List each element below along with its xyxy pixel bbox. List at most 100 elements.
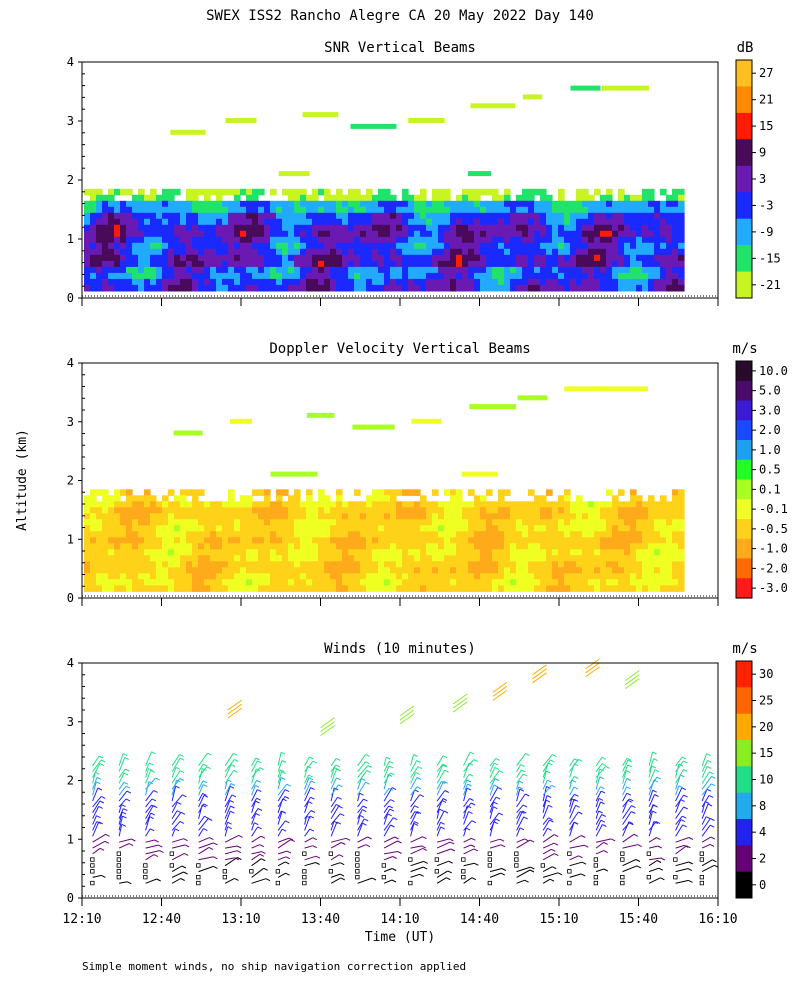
field-cell: [618, 585, 625, 592]
field-cell: [420, 248, 427, 256]
field-cell: [96, 513, 103, 520]
field-cell: [258, 272, 265, 280]
wind-barb-flag: [149, 762, 154, 766]
field-cell: [96, 579, 103, 586]
field-cell: [540, 549, 547, 556]
wind-barb-flag: [263, 867, 268, 871]
field-cell: [636, 266, 643, 274]
wind-barb: [251, 767, 261, 778]
field-cell: [678, 254, 685, 262]
calm-marker: [222, 875, 228, 880]
field-cell: [618, 489, 625, 496]
field-cell: [240, 278, 247, 286]
field-cell: [624, 561, 631, 568]
wind-barb-flag: [600, 790, 606, 794]
field-cell: [546, 549, 553, 556]
wind-barb: [171, 757, 181, 772]
colorbar-label: 3: [759, 172, 766, 186]
field-cell: [558, 230, 565, 238]
field-cell: [138, 236, 145, 244]
wind-barb: [516, 839, 531, 849]
field-cell: [162, 513, 169, 520]
field-cell: [126, 549, 133, 556]
field-cell: [456, 254, 463, 262]
field-cell: [510, 218, 517, 226]
field-cell: [162, 200, 169, 208]
field-cell: [558, 200, 565, 208]
field-cell: [174, 224, 181, 232]
field-cell: [324, 260, 331, 268]
field-cell: [468, 579, 475, 586]
field-cell: [438, 573, 445, 580]
field-cell: [228, 561, 235, 568]
field-cell: [606, 194, 613, 202]
field-cell: [564, 579, 571, 586]
field-cell: [144, 266, 151, 274]
wind-barb-flag: [236, 845, 242, 849]
field-cell: [420, 236, 427, 244]
wind-barb-flag: [651, 765, 656, 769]
wind-barb: [585, 666, 600, 678]
field-cell: [342, 573, 349, 580]
field-cell: [552, 555, 559, 562]
wind-barb-flag: [338, 854, 344, 858]
wind-barb: [569, 776, 575, 784]
field-cell: [522, 579, 529, 586]
field-cell: [504, 573, 511, 580]
wind-barb: [516, 810, 523, 825]
field-cell: [516, 266, 523, 274]
field-cell: [360, 272, 367, 280]
field-cell: [546, 543, 553, 550]
wind-barb: [330, 821, 335, 831]
field-cell: [204, 567, 211, 574]
wind-barb-flag: [709, 771, 714, 775]
field-cell: [108, 242, 115, 250]
field-cell: [414, 531, 421, 538]
field-cell: [438, 236, 445, 244]
wind-barb: [171, 865, 183, 873]
wind-barb: [383, 836, 395, 843]
field-cell: [504, 579, 511, 586]
field-cell: [474, 561, 481, 568]
calm-marker: [487, 851, 493, 856]
field-cell: [288, 230, 295, 238]
field-cell: [666, 525, 673, 532]
field-cell: [324, 188, 331, 196]
field-cell: [168, 507, 175, 514]
field-cell: [636, 218, 643, 226]
field-cell: [618, 254, 625, 262]
field-cell: [606, 537, 613, 544]
field-cell: [366, 579, 373, 586]
field-cell: [222, 230, 229, 238]
x-tick-label: 14:10: [380, 912, 419, 927]
field-cell: [438, 230, 445, 238]
wind-barb: [357, 836, 368, 843]
field-cell: [444, 513, 451, 520]
wind-barb-flag: [153, 854, 159, 858]
field-cell: [678, 248, 685, 256]
field-cell: [354, 200, 361, 208]
field-cell: [252, 260, 259, 268]
calm-marker: [699, 851, 704, 856]
field-cell: [372, 549, 379, 556]
field-cell: [432, 212, 439, 220]
field-cell: [498, 230, 505, 238]
field-cell: [168, 218, 175, 226]
field-cell: [90, 284, 97, 292]
field-cell: [414, 272, 421, 280]
field-cell: [552, 212, 559, 220]
field-cell: [294, 513, 301, 520]
field-cell: [594, 272, 601, 280]
field-cell: [474, 218, 481, 226]
field-cell: [522, 212, 529, 220]
field-cell: [372, 242, 379, 250]
field-cell: [84, 525, 91, 532]
field-cell: [132, 573, 139, 580]
field-cell: [468, 194, 475, 202]
field-cell: [486, 260, 493, 268]
field-cell: [606, 278, 613, 286]
field-cell: [360, 561, 367, 568]
field-cell: [606, 272, 613, 280]
wind-barb: [227, 707, 243, 719]
calm-marker: [355, 857, 360, 862]
